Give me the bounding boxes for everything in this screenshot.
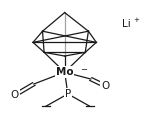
- Text: Mo: Mo: [56, 67, 73, 77]
- Text: −: −: [80, 65, 87, 74]
- Text: Li: Li: [122, 19, 130, 29]
- Text: P: P: [65, 89, 71, 99]
- Text: +: +: [133, 17, 139, 23]
- Text: O: O: [101, 81, 109, 91]
- Text: O: O: [11, 90, 19, 100]
